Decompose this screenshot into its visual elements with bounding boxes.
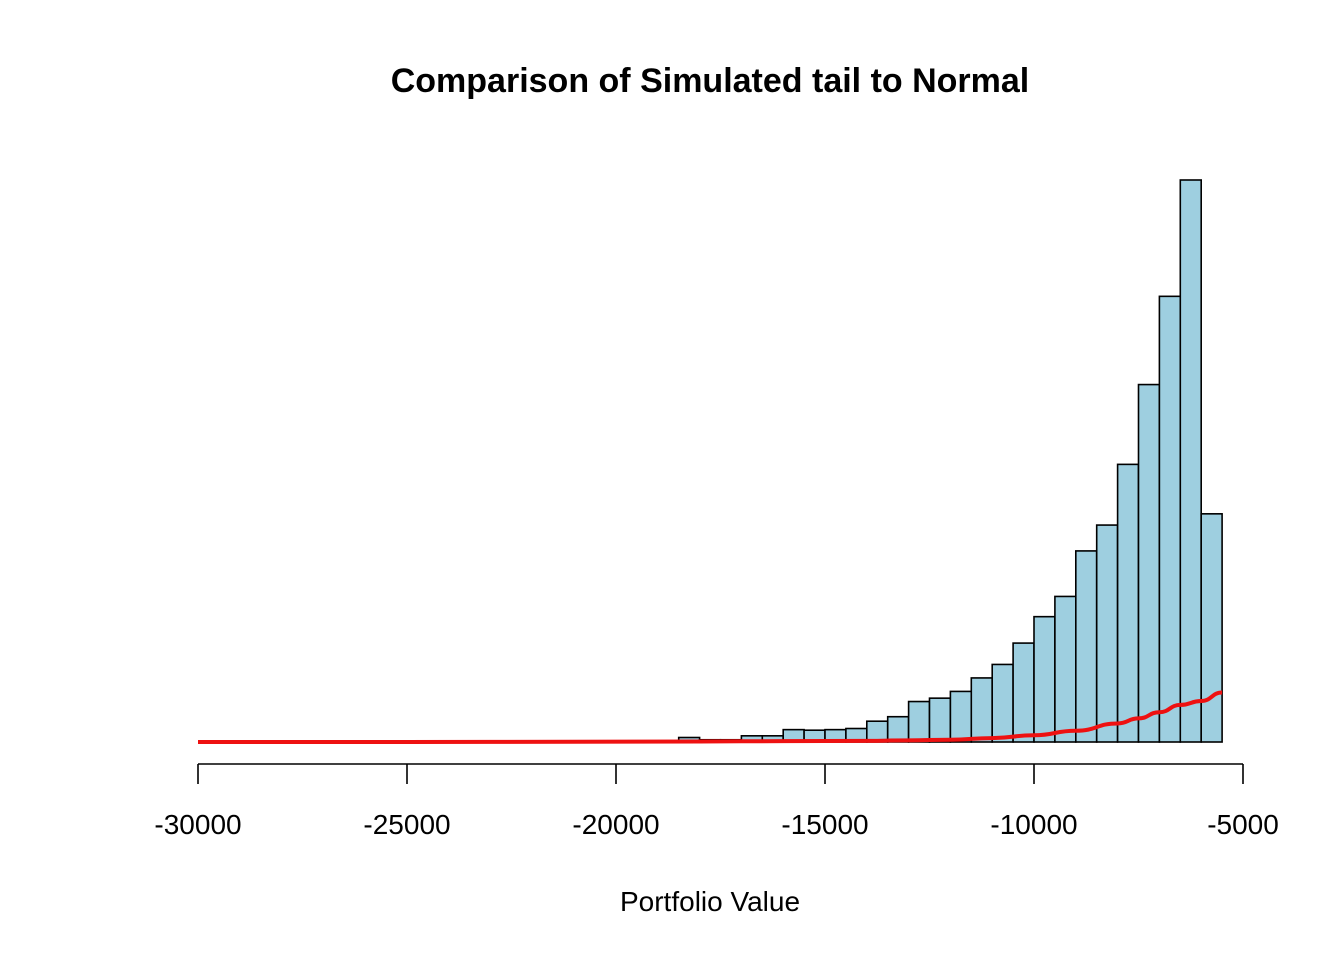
normal-curve	[197, 690, 1223, 745]
histogram-bars	[573, 179, 1223, 743]
x-tick-label: -20000	[572, 809, 659, 840]
x-tick-label: -10000	[990, 809, 1077, 840]
histogram-bar	[1054, 595, 1077, 743]
x-tick-label: -30000	[154, 809, 241, 840]
histogram-bar	[1116, 463, 1140, 743]
histogram-bar	[991, 663, 1014, 743]
chart-title: Comparison of Simulated tail to Normal	[391, 62, 1030, 100]
histogram-bar	[1158, 295, 1182, 743]
x-tick-label: -25000	[363, 809, 450, 840]
x-tick-label: -15000	[781, 809, 868, 840]
histogram-bar	[949, 690, 973, 743]
x-axis-label: Portfolio Value	[620, 886, 800, 917]
histogram-bar	[928, 697, 952, 743]
x-tick-label: -5000	[1207, 809, 1279, 840]
histogram-bar	[886, 715, 910, 743]
histogram-bar	[1095, 524, 1119, 743]
histogram-bar	[1200, 513, 1223, 743]
histogram-bar	[1012, 642, 1035, 743]
histogram-bar	[1137, 383, 1161, 743]
histogram-bar	[1075, 550, 1098, 743]
histogram-bar	[970, 677, 993, 743]
x-axis: -30000 -25000 -20000 -15000 -10000 -5000	[154, 763, 1279, 840]
histogram-bar	[1033, 615, 1056, 743]
histogram-bar	[907, 700, 931, 743]
histogram-bar	[1179, 179, 1203, 743]
